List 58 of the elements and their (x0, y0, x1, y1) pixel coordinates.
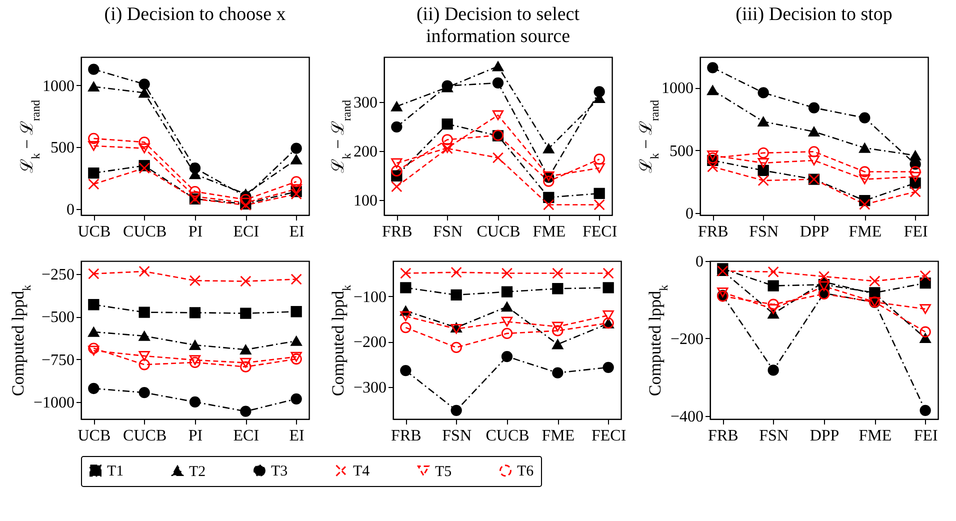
legend-label: T1 (107, 464, 124, 480)
y-tick-label: −250 (41, 266, 74, 284)
chart-title: (iii) Decision to stop (736, 4, 892, 25)
x-tick-label: CUCB (476, 224, 520, 240)
x-tick-label: ECI (233, 224, 260, 240)
x-tick-label: PI (188, 224, 203, 240)
y-tick-label: −200 (353, 334, 386, 352)
chart-title: (ii) Decision to select information source (416, 4, 580, 47)
x-tick-label: FEI (914, 428, 938, 444)
x-tick-label: FRB (708, 428, 738, 444)
y-tick-label: −300 (353, 379, 386, 396)
y-tick-label: 500 (670, 142, 694, 160)
y-tick-label: −400 (670, 408, 704, 426)
y-tick-label: −100 (353, 288, 386, 306)
x-tick-label: EI (289, 224, 304, 240)
x-tick-label: CUCB (486, 428, 530, 444)
legend-label: T6 (517, 464, 534, 480)
x-tick-label: UCB (78, 428, 111, 444)
y-tick-label: −1000 (33, 394, 74, 412)
x-tick-label: FSN (433, 224, 463, 240)
x-tick-label: FME (858, 428, 892, 444)
y-tick-label: 1000 (662, 80, 694, 98)
legend-label: T5 (435, 464, 452, 480)
x-tick-label: FEI (904, 224, 928, 240)
x-tick-label: CUCB (123, 224, 167, 240)
y-tick-label: 1000 (42, 78, 74, 95)
x-tick-label: FECI (591, 428, 626, 444)
y-tick-label: −750 (41, 352, 74, 369)
x-tick-label: FRB (391, 428, 422, 444)
x-tick-label: FRB (698, 224, 728, 240)
x-tick-label: PI (188, 428, 203, 444)
y-tick-label: 100 (354, 192, 378, 210)
y-tick-label: 0 (696, 254, 704, 270)
x-tick-label: CUCB (123, 428, 167, 444)
x-tick-label: FME (532, 224, 566, 240)
legend-label: T2 (189, 464, 206, 480)
x-tick-label: FME (848, 224, 882, 240)
x-tick-label: DPP (800, 224, 830, 240)
x-tick-label: FECI (582, 224, 618, 240)
y-tick-label: 0 (686, 206, 694, 223)
x-tick-label: FSN (442, 428, 472, 444)
x-tick-label: FME (542, 428, 575, 444)
legend-label: T3 (271, 464, 288, 480)
y-tick-label: −500 (41, 309, 74, 326)
x-tick-label: UCB (78, 224, 111, 240)
y-tick-label: −200 (670, 330, 704, 348)
y-tick-label: 200 (354, 143, 378, 160)
y-tick-label: 0 (66, 201, 74, 218)
x-tick-label: EI (289, 428, 304, 444)
x-tick-label: ECI (233, 428, 260, 444)
x-tick-label: FSN (749, 224, 779, 240)
x-tick-label: DPP (810, 428, 840, 444)
legend-label: T4 (353, 464, 370, 480)
x-tick-label: FSN (759, 428, 789, 444)
chart-title: (i) Decision to choose x (104, 4, 286, 25)
x-tick-label: FRB (382, 224, 412, 240)
y-tick-label: 500 (50, 140, 74, 157)
y-tick-label: 300 (354, 94, 378, 112)
